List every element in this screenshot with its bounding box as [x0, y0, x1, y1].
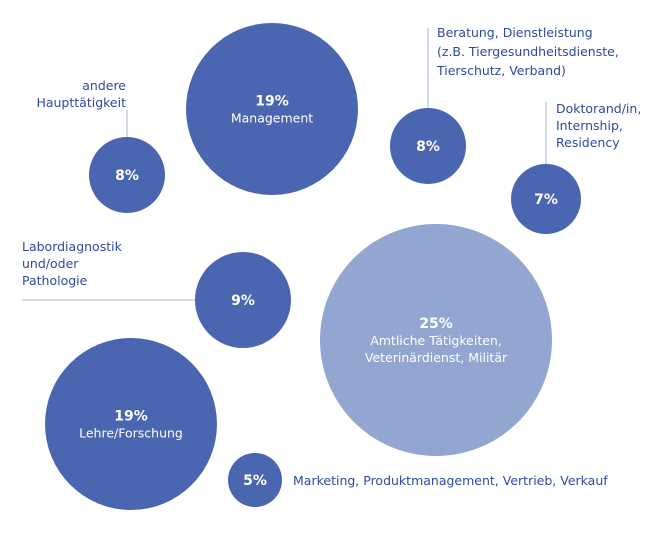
bubble-label: und/oder	[22, 256, 79, 271]
bubble-value: 8%	[115, 168, 139, 184]
bubble	[186, 23, 358, 195]
bubble-group: 25%Amtliche Tätigkeiten, Veterinärdienst,…	[320, 224, 552, 456]
bubble-value: 7%	[534, 192, 558, 208]
bubble-group: 7% Doktorand/in, Internship, Residency	[511, 101, 641, 234]
bubble-group: 5% Marketing, Produktmanagement, Vertrieb…	[228, 453, 608, 507]
bubble	[228, 453, 282, 507]
bubble-label: Labordiagnostik	[22, 239, 123, 254]
bubble-label: Residency	[556, 135, 620, 150]
bubble-label: Veterinärdienst, Militär	[365, 350, 508, 365]
bubble-group: 8% Beratung, Dienstleistung (z.B. Tiergesu…	[390, 25, 619, 184]
bubble-group: 19%Management	[186, 23, 358, 195]
bubble-label: Pathologie	[22, 273, 88, 288]
bubble-label: Internship,	[556, 118, 623, 133]
bubble-value: 25%	[419, 316, 453, 332]
bubble	[390, 108, 466, 184]
bubble-value: 8%	[416, 139, 440, 155]
bubble	[45, 338, 217, 510]
bubble-group: 8% andere Haupttätigkeit	[36, 78, 165, 213]
bubble-group: 9% Labordiagnostik und/oder Pathologie	[22, 239, 291, 348]
bubble-label: Marketing, Produktmanagement, Vertrieb, …	[293, 473, 608, 488]
bubble	[320, 224, 552, 456]
bubble	[195, 252, 291, 348]
bubble-label: Tierschutz, Verband)	[436, 63, 566, 78]
bubble-label: andere	[82, 78, 126, 93]
bubble-label: Beratung, Dienstleistung	[437, 25, 593, 40]
bubble-label: Doktorand/in,	[556, 101, 641, 116]
bubble-value: 19%	[255, 94, 289, 110]
bubble-label: Haupttätigkeit	[36, 95, 126, 110]
bubble	[511, 164, 581, 234]
bubble-group: 19%Lehre/Forschung	[45, 338, 217, 510]
bubble	[89, 137, 165, 213]
bubble-label: Management	[231, 111, 313, 126]
bubble-value: 9%	[231, 293, 255, 309]
bubble-value: 19%	[114, 409, 148, 425]
bubble-value: 5%	[243, 473, 267, 489]
bubble-label: (z.B. Tiergesundheitsdienste,	[437, 44, 619, 59]
bubble-label: Lehre/Forschung	[79, 426, 183, 441]
bubble-label: Amtliche Tätigkeiten,	[370, 333, 502, 348]
